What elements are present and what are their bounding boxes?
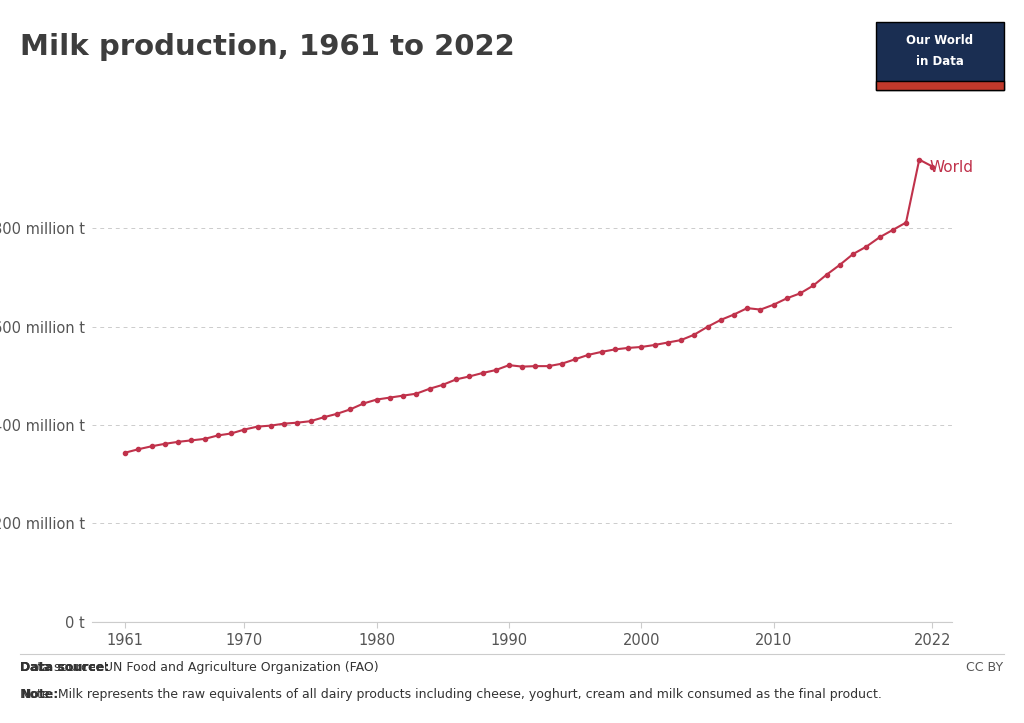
Text: Milk production, 1961 to 2022: Milk production, 1961 to 2022 xyxy=(20,33,515,61)
Text: Note:: Note: xyxy=(20,688,58,701)
Text: Data source:: Data source: xyxy=(20,661,110,674)
Text: World: World xyxy=(930,160,974,174)
Text: Data source:: Data source: xyxy=(20,661,110,674)
Text: Data source: UN Food and Agriculture Organization (FAO): Data source: UN Food and Agriculture Org… xyxy=(20,661,379,674)
Text: CC BY: CC BY xyxy=(967,661,1004,674)
Text: in Data: in Data xyxy=(915,55,964,68)
Text: Note: Milk represents the raw equivalents of all dairy products including cheese: Note: Milk represents the raw equivalent… xyxy=(20,688,883,701)
Text: Our World: Our World xyxy=(906,35,973,48)
